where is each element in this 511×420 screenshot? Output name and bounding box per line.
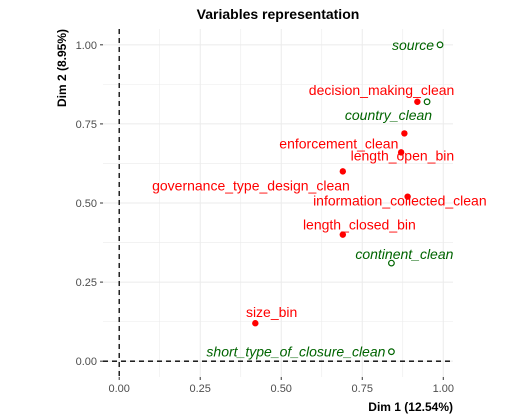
- point-label-short_type_of_closure_clean: short_type_of_closure_clean: [206, 344, 385, 360]
- point-label-information_collected_clean: information_collected_clean: [313, 193, 487, 209]
- point-information_collected_clean: [404, 193, 411, 200]
- x-tick-label: 0.00: [108, 383, 129, 395]
- x-tick-label: 0.50: [271, 383, 292, 395]
- point-label-continent_clean: continent_clean: [355, 246, 453, 262]
- x-tick-label: 0.75: [352, 383, 373, 395]
- point-label-enforcement_clean: enforcement_clean: [279, 135, 398, 151]
- point-length_closed_bin: [339, 231, 347, 238]
- x-axis-title: Dim 1 (12.54%): [368, 400, 453, 414]
- points: [252, 41, 444, 356]
- chart-title: Variables representation: [197, 6, 360, 22]
- y-axis-ticks: 0.00 0.25 0.50 0.75 1.00: [76, 40, 103, 368]
- point-size_bin: [252, 320, 259, 327]
- point-continent_clean: [388, 259, 395, 267]
- reference-lines: [103, 29, 453, 377]
- y-axis-title: Dim 2 (8.95%): [55, 29, 69, 107]
- point-enforcement_clean: [401, 130, 408, 137]
- y-tick-label: 1.00: [76, 40, 97, 52]
- x-tick-label: 1.00: [433, 383, 454, 395]
- point-label-length_open_bin: length_open_bin: [351, 147, 455, 163]
- y-tick-label: 0.75: [76, 119, 97, 131]
- x-tick-label: 0.25: [190, 383, 211, 395]
- point-label-source: source: [392, 37, 434, 53]
- point-label-size_bin: size_bin: [246, 304, 297, 320]
- x-axis-ticks: 0.00 0.25 0.50 0.75 1.00: [108, 377, 454, 395]
- point-short_type_of_closure_clean: [388, 348, 395, 356]
- point-labels: source decision_making_clean country_clean…: [152, 37, 487, 360]
- point-governance_type_design_clean: [339, 168, 347, 175]
- y-tick-label: 0.50: [76, 198, 97, 210]
- point-label-country_clean: country_clean: [345, 107, 432, 123]
- point-label-decision_making_clean: decision_making_clean: [309, 82, 455, 98]
- point-label-length_closed_bin: length_closed_bin: [303, 217, 416, 233]
- point-decision_making_clean: [414, 98, 421, 105]
- point-length_open_bin: [397, 149, 405, 156]
- point-country_clean: [423, 98, 431, 106]
- y-tick-label: 0.25: [76, 277, 97, 289]
- point-source: [436, 41, 444, 49]
- y-tick-label: 0.00: [76, 356, 97, 368]
- point-label-governance_type_design_clean: governance_type_design_clean: [152, 177, 350, 193]
